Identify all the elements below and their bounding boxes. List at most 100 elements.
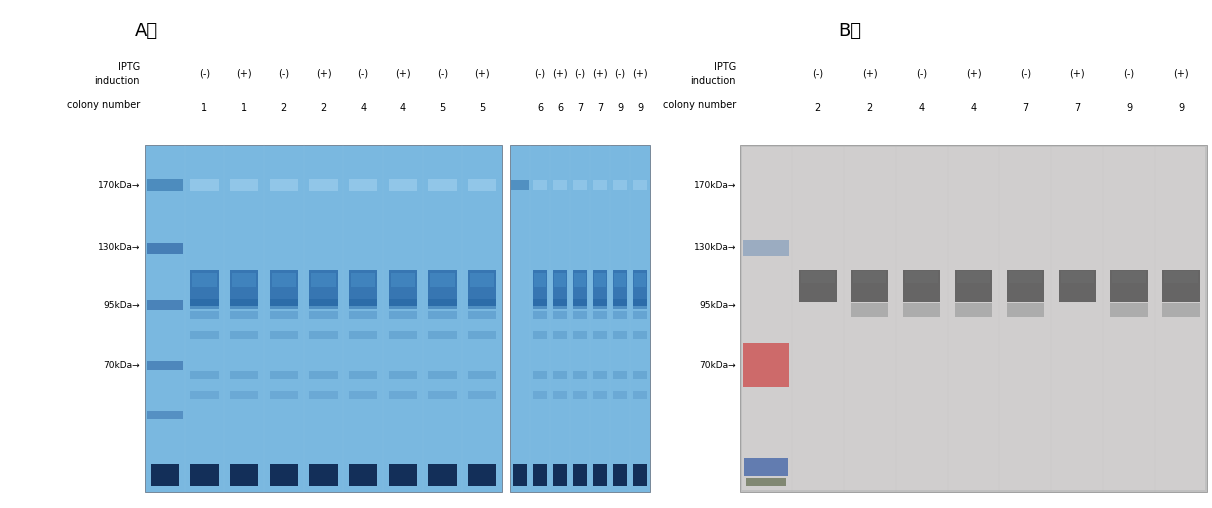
Text: 6: 6 (558, 103, 564, 113)
Bar (230, 311, 258, 319)
Bar (309, 311, 338, 319)
Bar (573, 464, 587, 486)
Bar (573, 371, 587, 379)
Text: 170kDa→: 170kDa→ (98, 180, 141, 189)
Bar (613, 331, 627, 339)
Text: 4: 4 (400, 103, 406, 113)
Bar (468, 270, 497, 306)
Text: 2: 2 (814, 103, 821, 113)
Bar (1060, 271, 1094, 283)
Bar (594, 273, 606, 287)
Bar (533, 270, 547, 306)
Bar (230, 331, 258, 339)
Bar (593, 331, 607, 339)
Text: 7: 7 (1022, 103, 1029, 113)
Bar (743, 343, 789, 387)
Text: (-): (-) (574, 68, 585, 78)
Bar (573, 311, 587, 319)
Bar (634, 273, 646, 287)
Bar (1113, 271, 1145, 283)
Text: 70kDa→: 70kDa→ (699, 361, 736, 369)
Bar (470, 273, 494, 287)
Bar (349, 391, 377, 399)
Bar (190, 464, 219, 486)
Text: 7: 7 (1074, 103, 1080, 113)
Bar (613, 391, 627, 399)
Bar (349, 299, 377, 309)
Text: A）: A） (135, 22, 158, 40)
Bar (269, 299, 298, 309)
Bar (145, 145, 502, 492)
Bar (389, 311, 417, 319)
Bar (633, 371, 647, 379)
Bar (533, 311, 547, 319)
Bar (1007, 270, 1044, 302)
Bar (147, 179, 183, 191)
Bar (468, 464, 497, 486)
Bar (633, 311, 647, 319)
Bar (553, 464, 567, 486)
Text: 5: 5 (479, 103, 485, 113)
Bar (231, 273, 257, 287)
Bar (309, 270, 338, 306)
Bar (428, 391, 457, 399)
Bar (573, 270, 587, 306)
Bar (468, 299, 497, 309)
Text: (+): (+) (966, 68, 982, 78)
Text: 1: 1 (201, 103, 207, 113)
Bar (553, 331, 567, 339)
Text: (+): (+) (593, 68, 607, 78)
Bar (349, 311, 377, 319)
Bar (230, 179, 258, 191)
Bar (742, 147, 1205, 490)
Bar (309, 179, 338, 191)
Bar (389, 391, 417, 399)
Bar (193, 273, 217, 287)
Bar (309, 391, 338, 399)
Bar (1162, 303, 1200, 317)
Bar (633, 331, 647, 339)
Bar (468, 371, 497, 379)
Bar (533, 331, 547, 339)
Bar (741, 145, 1207, 492)
Bar (230, 371, 258, 379)
Bar (190, 270, 219, 306)
Bar (1165, 271, 1197, 283)
Text: 95kDa→: 95kDa→ (103, 301, 141, 309)
Bar (801, 271, 835, 283)
Bar (269, 331, 298, 339)
Bar (593, 391, 607, 399)
Bar (956, 271, 990, 283)
Bar (553, 371, 567, 379)
Bar (613, 270, 627, 306)
Text: 9: 9 (638, 103, 644, 113)
Bar (269, 311, 298, 319)
Bar (230, 270, 258, 306)
Text: 4: 4 (919, 103, 925, 113)
Bar (613, 273, 627, 287)
Bar (633, 391, 647, 399)
Bar (389, 371, 417, 379)
Text: (+): (+) (633, 68, 647, 78)
Bar (554, 273, 566, 287)
Text: 2: 2 (320, 103, 326, 113)
Bar (389, 299, 417, 309)
Text: B）: B） (837, 22, 861, 40)
Bar (633, 270, 647, 306)
Bar (553, 311, 567, 319)
Bar (309, 331, 338, 339)
Text: (-): (-) (1019, 68, 1031, 78)
Bar (147, 411, 183, 419)
Bar (613, 299, 627, 309)
Bar (269, 464, 298, 486)
Text: 6: 6 (537, 103, 543, 113)
Text: (-): (-) (279, 68, 290, 78)
Bar (147, 242, 183, 253)
Bar (851, 270, 888, 302)
Text: 1: 1 (241, 103, 247, 113)
Text: (+): (+) (474, 68, 490, 78)
Bar (533, 273, 547, 287)
Text: colony number: colony number (67, 100, 141, 110)
Bar (309, 299, 338, 309)
Bar (613, 180, 627, 190)
